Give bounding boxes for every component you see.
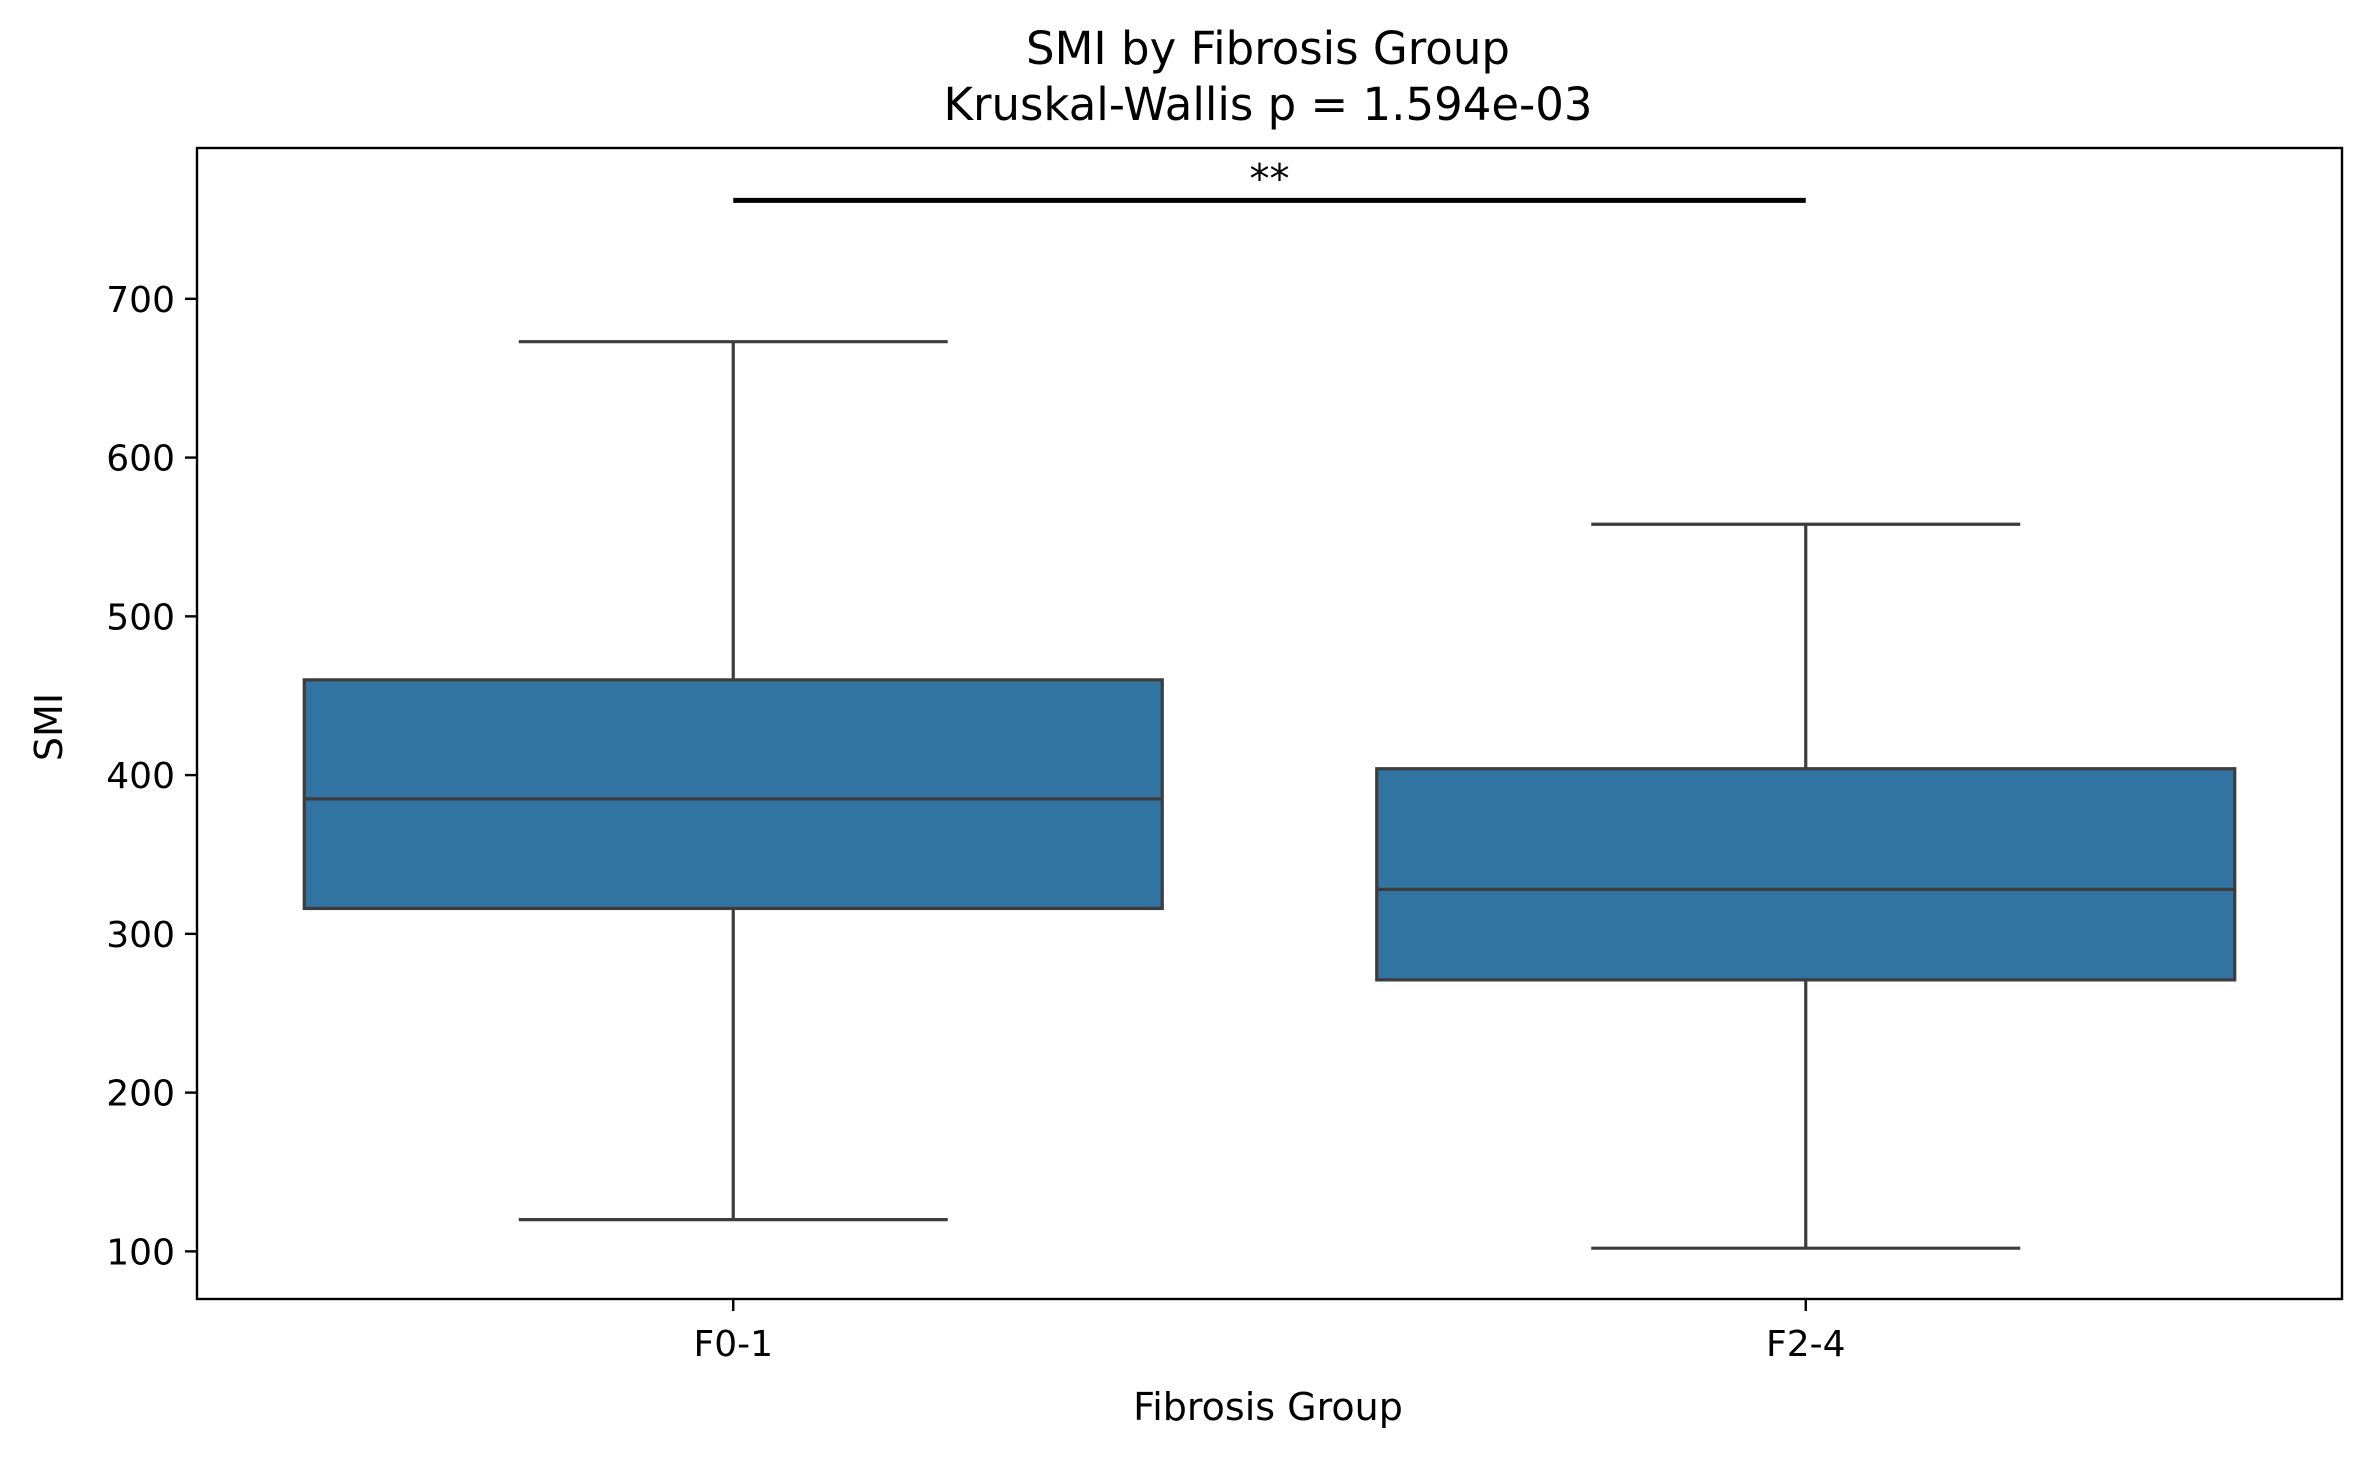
y-axis-label: SMI	[27, 693, 71, 761]
y-tick-label-700: 700	[106, 280, 175, 321]
box-f0-1	[302, 678, 1164, 911]
chart-subtitle: Kruskal-Wallis p = 1.594e-03	[943, 78, 1592, 131]
plot-area: ** 100 200 300 400 500 600 700 F0-1 F2-4	[106, 146, 2344, 1365]
plot-frame	[195, 146, 2344, 1301]
y-tick-label-500: 500	[106, 597, 175, 638]
x-tick-label-f0-1: F0-1	[693, 1324, 773, 1365]
y-tick-label-600: 600	[106, 439, 175, 480]
significance-label: **	[1250, 156, 1290, 202]
x-axis-label: Fibrosis Group	[1133, 1385, 1403, 1429]
y-tick-label-100: 100	[106, 1232, 175, 1273]
x-tick-label-f2-4: F2-4	[1766, 1324, 1846, 1365]
y-tick-label-200: 200	[106, 1074, 175, 1115]
box-f2-4	[1375, 767, 2237, 982]
y-tick-label-300: 300	[106, 915, 175, 956]
chart-title: SMI by Fibrosis Group	[1026, 22, 1510, 75]
y-tick-label-400: 400	[106, 756, 175, 797]
